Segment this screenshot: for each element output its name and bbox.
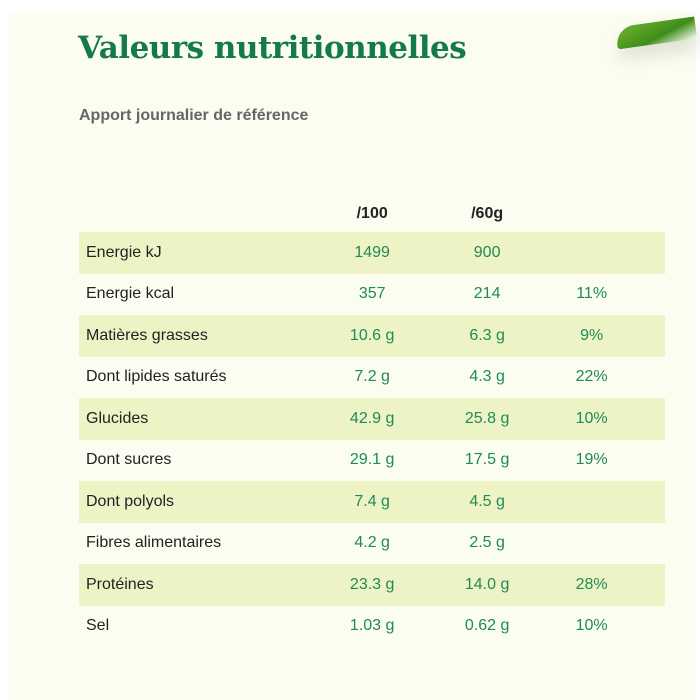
- table-row: Dont polyols 7.4 g 4.5 g: [79, 481, 665, 523]
- value-per100: 1.03 g: [349, 617, 395, 635]
- header-per60: /60g: [471, 205, 504, 222]
- reference-intake: 9%: [580, 326, 604, 344]
- nutrient-name: Dont sucres: [86, 451, 172, 469]
- reference-intake: 28%: [575, 575, 608, 593]
- reference-intake: 10%: [575, 617, 608, 635]
- page-title: Valeurs nutritionnelles: [78, 30, 467, 66]
- reference-intake: 22%: [575, 368, 608, 386]
- nutrient-name: Glucides: [86, 409, 149, 427]
- table-row: Energie kcal 357 214 11%: [79, 274, 665, 316]
- table-header: /100 /60g: [79, 196, 665, 232]
- value-per100: 4.2 g: [354, 534, 390, 552]
- value-per100: 357: [358, 285, 386, 303]
- value-per100: 10.6 g: [349, 326, 395, 344]
- value-per60: 6.3 g: [469, 326, 505, 344]
- reference-intake: 10%: [575, 409, 608, 427]
- nutrient-name: Energie kJ: [86, 243, 162, 261]
- header-per100: /100: [356, 205, 388, 222]
- value-per60: 900: [473, 243, 501, 261]
- table-row: Sel 1.03 g 0.62 g 10%: [79, 606, 665, 648]
- nutrient-name: Energie kcal: [86, 285, 175, 303]
- reference-intake: 19%: [575, 451, 608, 469]
- value-per60: 0.62 g: [464, 617, 510, 635]
- value-per60: 4.5 g: [469, 492, 505, 510]
- table-row: Dont sucres 29.1 g 17.5 g 19%: [79, 440, 665, 482]
- table-row: Glucides 42.9 g 25.8 g 10%: [79, 398, 665, 440]
- value-per60: 17.5 g: [464, 451, 510, 469]
- leaf-decoration-icon: [614, 16, 698, 50]
- table-row: Matières grasses 10.6 g 6.3 g 9%: [79, 315, 665, 357]
- value-per100: 7.2 g: [354, 368, 390, 386]
- nutrient-name: Sel: [86, 617, 110, 635]
- table-row: Fibres alimentaires 4.2 g 2.5 g: [79, 523, 665, 565]
- reference-intake: 11%: [576, 285, 608, 303]
- nutrient-name: Fibres alimentaires: [86, 534, 222, 552]
- value-per100: 23.3 g: [349, 575, 395, 593]
- nutrient-name: Dont lipides saturés: [86, 368, 227, 386]
- value-per100: 1499: [354, 243, 390, 261]
- table-row: Dont lipides saturés 7.2 g 4.3 g 22%: [79, 357, 665, 399]
- value-per100: 7.4 g: [354, 492, 390, 510]
- value-per100: 29.1 g: [349, 451, 395, 469]
- value-per60: 2.5 g: [469, 534, 505, 552]
- value-per60: 214: [473, 285, 501, 303]
- table-row: Protéines 23.3 g 14.0 g 28%: [79, 564, 665, 606]
- value-per60: 4.3 g: [469, 368, 505, 386]
- value-per100: 42.9 g: [349, 409, 395, 427]
- subtitle: Apport journalier de référence: [79, 107, 309, 124]
- value-per60: 25.8 g: [464, 409, 510, 427]
- nutrient-name: Dont polyols: [86, 492, 175, 510]
- nutrient-name: Protéines: [86, 575, 154, 593]
- value-per60: 14.0 g: [464, 575, 510, 593]
- nutrient-name: Matières grasses: [86, 326, 208, 344]
- nutrition-table: /100 /60g Energie kJ 1499 900 Energie kcal 3…: [79, 196, 665, 647]
- table-row: Energie kJ 1499 900: [79, 232, 665, 274]
